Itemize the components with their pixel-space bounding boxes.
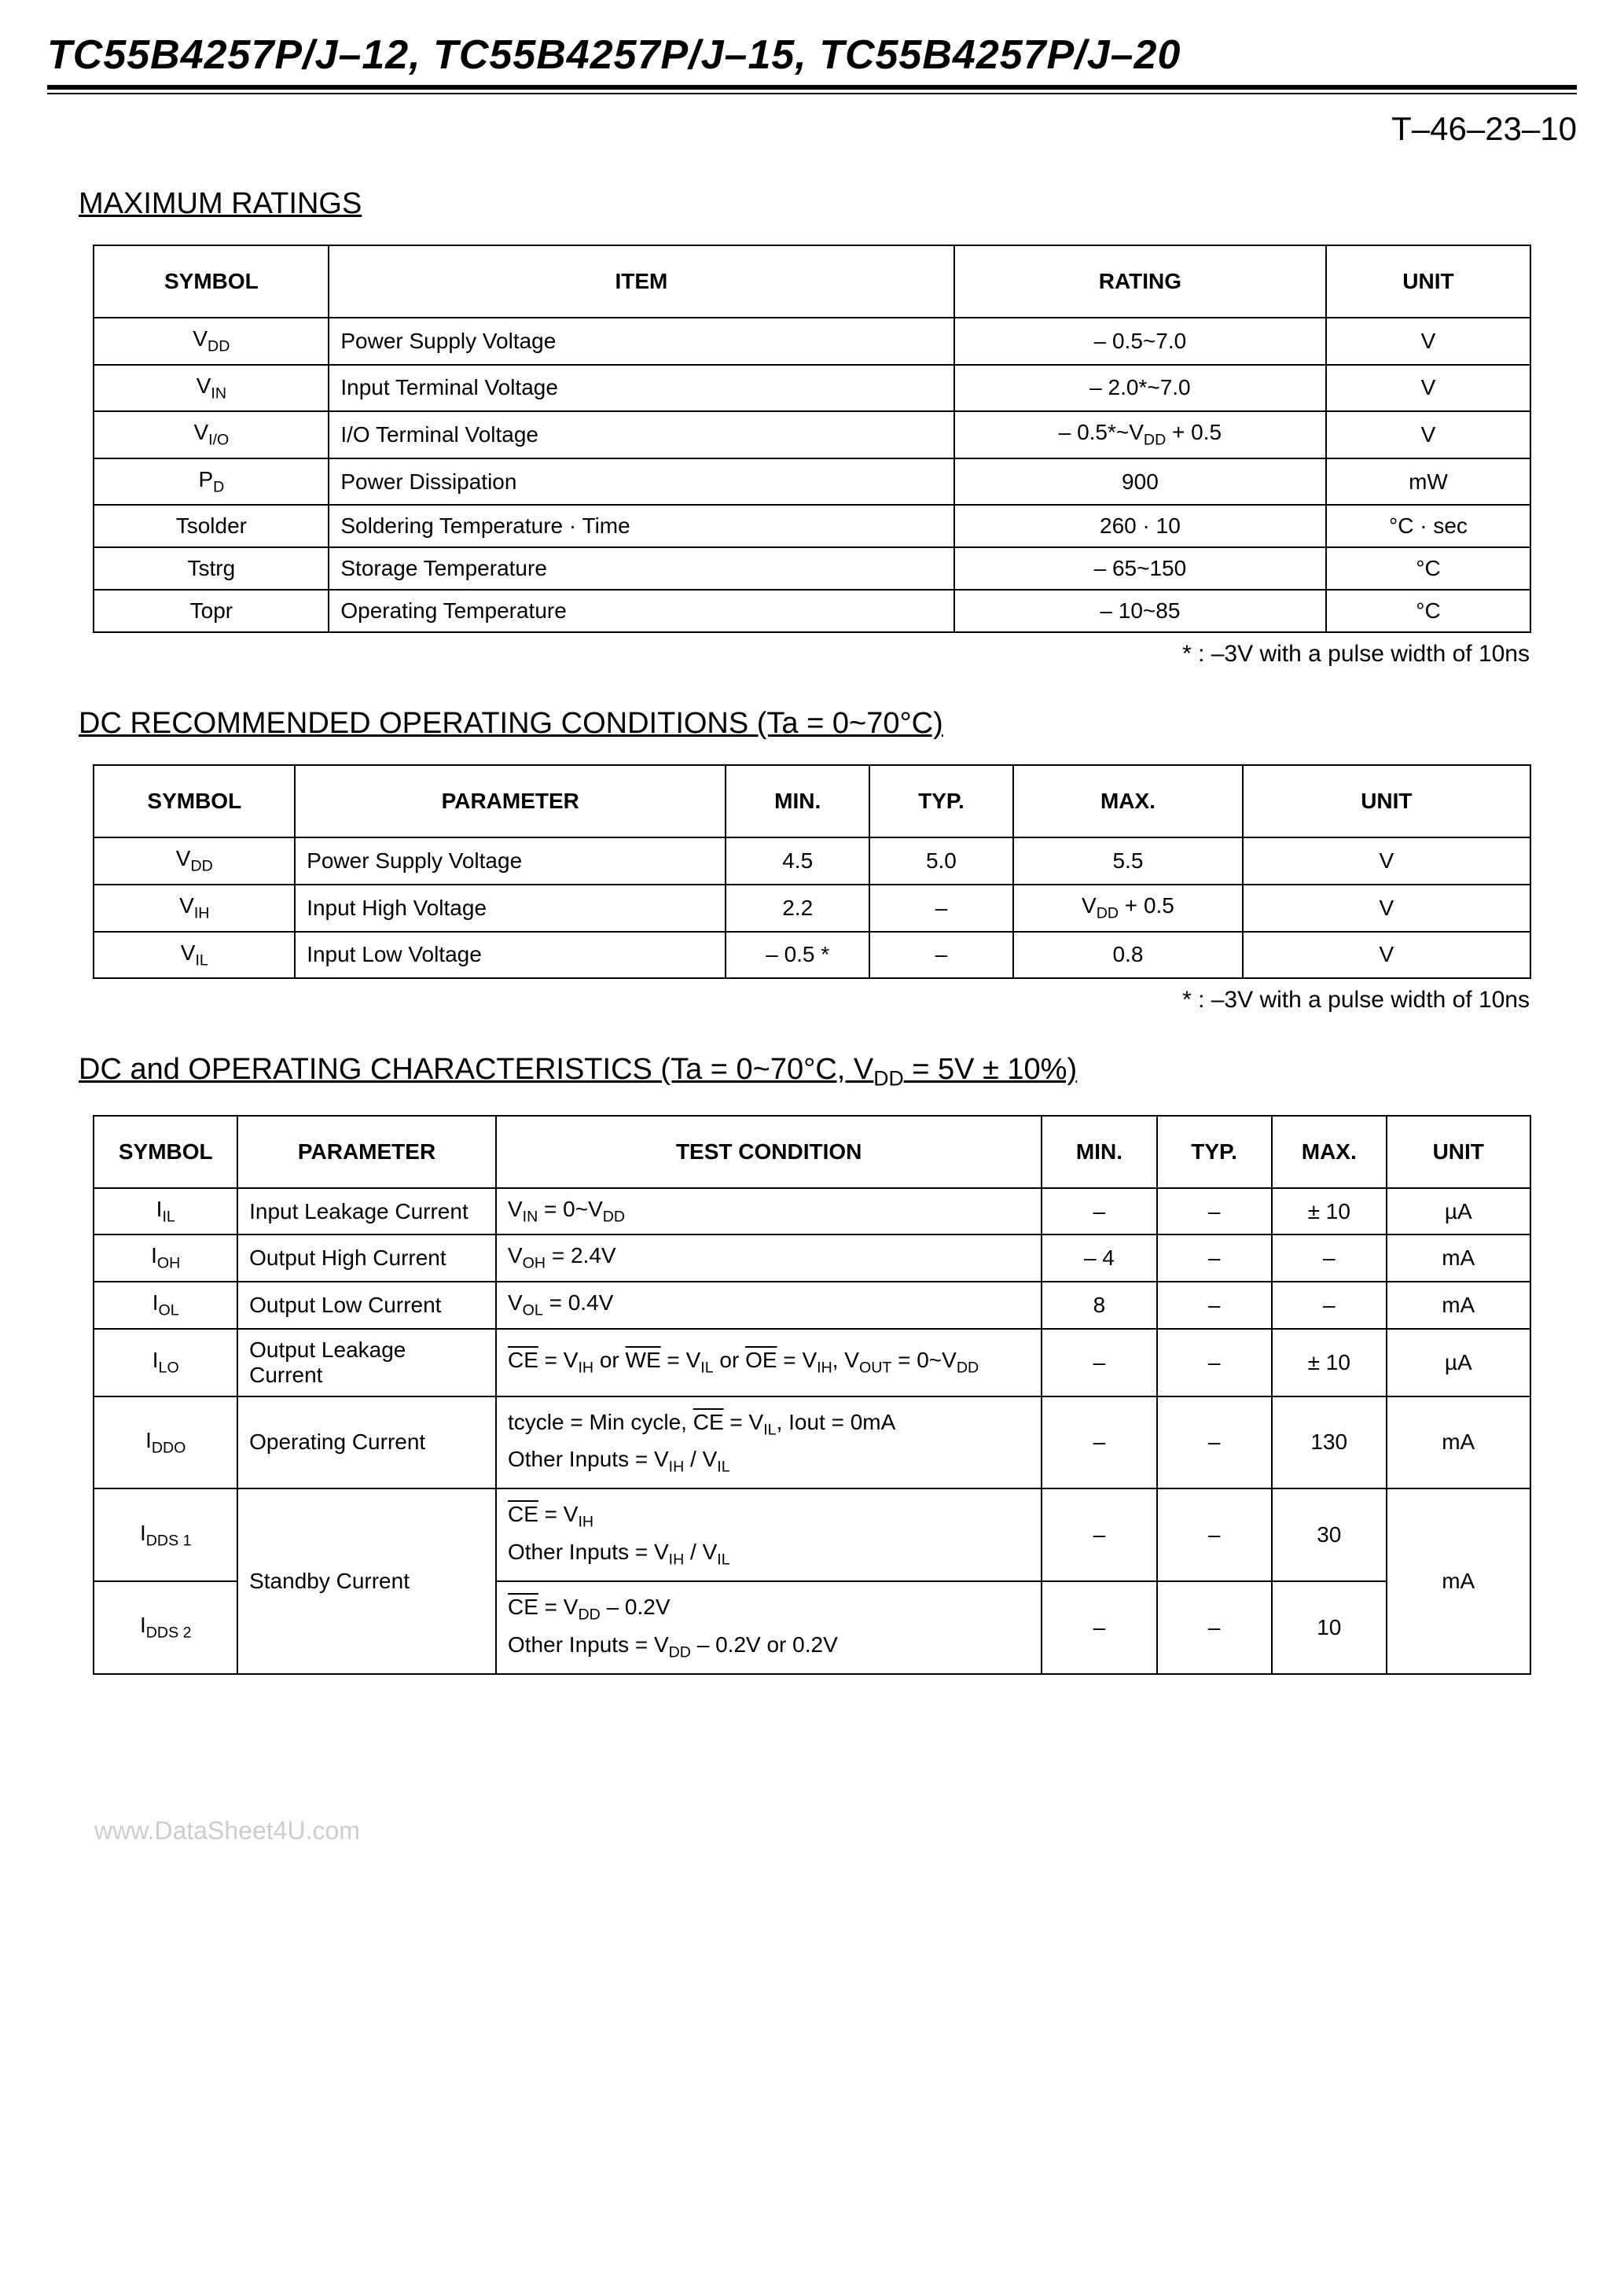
page-title: TC55B4257P/J–12, TC55B4257P/J–15, TC55B4…	[47, 31, 1577, 79]
table-dc-characteristics: SYMBOL PARAMETER TEST CONDITION MIN. TYP…	[93, 1115, 1530, 1675]
table-row: Topr Operating Temperature – 10~85 °C	[94, 590, 1530, 632]
table-row: Tstrg Storage Temperature – 65~150 °C	[94, 547, 1530, 590]
table-header-row: SYMBOL PARAMETER MIN. TYP. MAX. UNIT	[94, 765, 1530, 837]
section-title-dc-characteristics: DC and OPERATING CHARACTERISTICS (Ta = 0…	[79, 1053, 1577, 1091]
table-row: VDD Power Supply Voltage 4.5 5.0 5.5 V	[94, 837, 1530, 885]
table-row: VIL Input Low Voltage – 0.5 * – 0.8 V	[94, 932, 1530, 979]
footnote-1: * : –3V with a pulse width of 10ns	[47, 641, 1530, 668]
table-row: VIN Input Terminal Voltage – 2.0*~7.0 V	[94, 365, 1530, 412]
table-row: IOH Output High Current VOH = 2.4V – 4 –…	[94, 1234, 1530, 1282]
table-row: VI/O I/O Terminal Voltage – 0.5*~VDD + 0…	[94, 411, 1530, 458]
table-header-row: SYMBOL PARAMETER TEST CONDITION MIN. TYP…	[94, 1116, 1530, 1188]
col-item: ITEM	[329, 245, 953, 318]
col-rating: RATING	[954, 245, 1327, 318]
doc-code: T–46–23–10	[47, 110, 1577, 148]
table-row: IDDS 1 Standby Current CE = VIHOther Inp…	[94, 1488, 1530, 1581]
col-symbol: SYMBOL	[94, 245, 329, 318]
table-row: VDD Power Supply Voltage – 0.5~7.0 V	[94, 318, 1530, 365]
table-row: PD Power Dissipation 900 mW	[94, 458, 1530, 506]
table-row: Tsolder Soldering Temperature · Time 260…	[94, 505, 1530, 547]
table-row: IDDO Operating Current tcycle = Min cycl…	[94, 1396, 1530, 1489]
table-row: IIL Input Leakage Current VIN = 0~VDD – …	[94, 1188, 1530, 1235]
watermark: www.DataSheet4U.com	[94, 1816, 1577, 1845]
table-header-row: SYMBOL ITEM RATING UNIT	[94, 245, 1530, 318]
footnote-2: * : –3V with a pulse width of 10ns	[47, 987, 1530, 1014]
table-row: VIH Input High Voltage 2.2 – VDD + 0.5 V	[94, 885, 1530, 932]
divider-thick	[47, 85, 1577, 90]
divider-thin	[47, 93, 1577, 94]
section-title-max-ratings: MAXIMUM RATINGS	[79, 187, 1577, 221]
table-dc-conditions: SYMBOL PARAMETER MIN. TYP. MAX. UNIT VDD…	[93, 764, 1530, 979]
table-max-ratings: SYMBOL ITEM RATING UNIT VDD Power Supply…	[93, 245, 1530, 633]
table-row: ILO Output Leakage Current CE = VIH or W…	[94, 1329, 1530, 1396]
col-unit: UNIT	[1326, 245, 1530, 318]
section-title-dc-conditions: DC RECOMMENDED OPERATING CONDITIONS (Ta …	[79, 707, 1577, 741]
table-row: IOL Output Low Current VOL = 0.4V 8 – – …	[94, 1282, 1530, 1329]
